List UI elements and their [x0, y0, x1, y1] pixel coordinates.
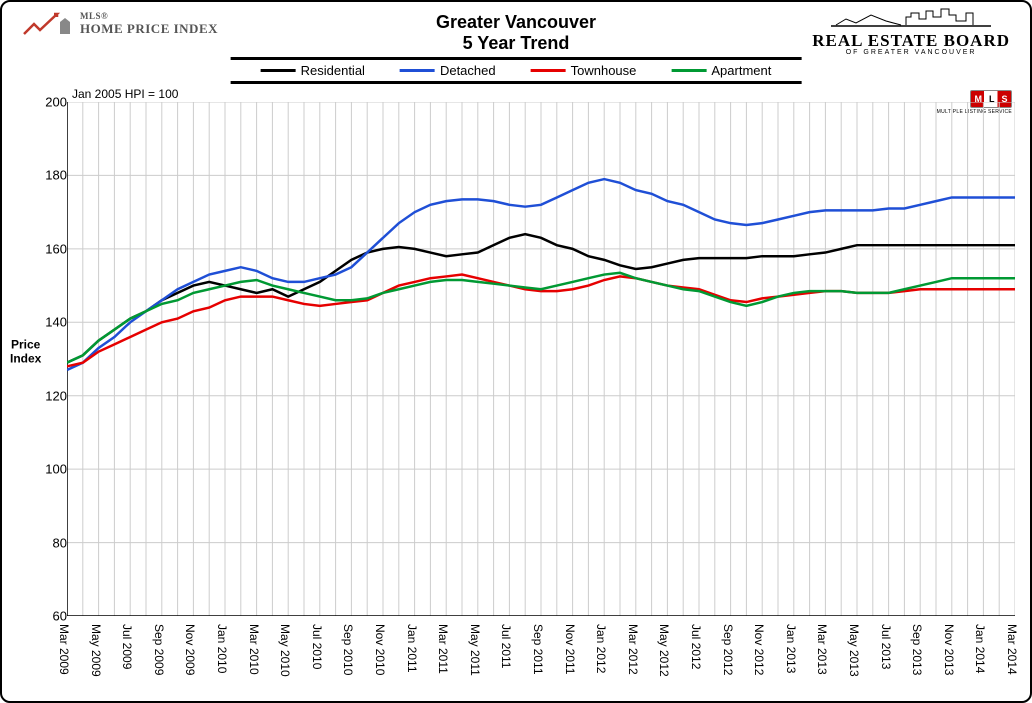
x-tick-label: Mar 2009 [57, 624, 71, 675]
x-tick-label: Jan 2011 [405, 624, 419, 673]
legend-item: Detached [400, 63, 496, 78]
skyline-icon [831, 7, 991, 27]
x-tick-label: Sep 2010 [341, 624, 355, 675]
x-tick-label: Nov 2011 [563, 624, 577, 674]
y-tick-label: 80 [53, 535, 67, 550]
y-tick-label: 60 [53, 609, 67, 624]
y-tick-label: 120 [45, 388, 67, 403]
legend-item: Residential [261, 63, 365, 78]
legend-label: Apartment [711, 63, 771, 78]
legend-label: Residential [301, 63, 365, 78]
x-tick-label: Mar 2012 [626, 624, 640, 675]
y-axis-ticks: 6080100120140160180200 [32, 102, 67, 616]
x-tick-label: Nov 2010 [373, 624, 387, 675]
logo-left-main: HOME PRICE INDEX [80, 21, 218, 36]
plot-area [67, 102, 1015, 616]
y-tick-label: 140 [45, 315, 67, 330]
x-tick-label: Jul 2013 [879, 624, 893, 669]
x-tick-label: Jan 2012 [594, 624, 608, 673]
x-tick-label: Mar 2011 [436, 624, 450, 674]
y-tick-label: 100 [45, 462, 67, 477]
title-line2: 5 Year Trend [436, 33, 596, 54]
x-tick-label: Jan 2013 [784, 624, 798, 673]
logo-rebgv: REAL ESTATE BOARD OF GREATER VANCOUVER [812, 7, 1010, 56]
x-tick-label: Jul 2009 [120, 624, 134, 669]
legend-label: Townhouse [571, 63, 637, 78]
legend-swatch [531, 69, 566, 72]
x-tick-label: Jul 2010 [310, 624, 324, 669]
y-tick-label: 160 [45, 241, 67, 256]
logo-right-main: REAL ESTATE BOARD [812, 32, 1010, 49]
y-tick-label: 200 [45, 95, 67, 110]
logo-left-small: MLS® [80, 12, 218, 21]
chart-container: MLS® HOME PRICE INDEX Greater Vancouver … [0, 0, 1032, 703]
chart-subtitle: Jan 2005 HPI = 100 [72, 87, 178, 101]
x-tick-label: May 2013 [847, 624, 861, 677]
title-line1: Greater Vancouver [436, 12, 596, 33]
legend-swatch [400, 69, 435, 72]
logo-right-sub: OF GREATER VANCOUVER [812, 49, 1010, 56]
x-tick-label: Mar 2013 [815, 624, 829, 675]
logo-mls-hpi: MLS® HOME PRICE INDEX [22, 12, 218, 37]
legend-item: Townhouse [531, 63, 637, 78]
legend-swatch [261, 69, 296, 72]
chart-svg [67, 102, 1015, 616]
x-tick-label: May 2010 [278, 624, 292, 677]
house-arrow-icon [22, 12, 72, 37]
x-tick-label: Jan 2014 [973, 624, 987, 673]
x-tick-label: May 2009 [89, 624, 103, 677]
legend-label: Detached [440, 63, 496, 78]
x-tick-label: May 2011 [468, 624, 482, 676]
x-tick-label: Jul 2012 [689, 624, 703, 669]
x-tick-label: Nov 2012 [752, 624, 766, 675]
x-tick-label: May 2012 [657, 624, 671, 677]
x-tick-label: Sep 2013 [910, 624, 924, 675]
y-tick-label: 180 [45, 168, 67, 183]
logo-left-text: MLS® HOME PRICE INDEX [80, 12, 218, 37]
x-tick-label: Nov 2013 [942, 624, 956, 675]
x-tick-label: Jul 2011 [499, 624, 513, 668]
x-tick-label: Mar 2014 [1005, 624, 1019, 675]
x-tick-label: Nov 2009 [183, 624, 197, 675]
x-tick-label: Jan 2010 [215, 624, 229, 673]
x-axis-ticks: Mar 2009May 2009Jul 2009Sep 2009Nov 2009… [67, 619, 1015, 701]
legend: Residential Detached Townhouse Apartment [231, 57, 802, 84]
chart-title: Greater Vancouver 5 Year Trend [436, 12, 596, 54]
x-tick-label: Mar 2010 [247, 624, 261, 675]
legend-swatch [671, 69, 706, 72]
legend-item: Apartment [671, 63, 771, 78]
x-tick-label: Sep 2011 [531, 624, 545, 675]
x-tick-label: Sep 2012 [721, 624, 735, 675]
x-tick-label: Sep 2009 [152, 624, 166, 675]
